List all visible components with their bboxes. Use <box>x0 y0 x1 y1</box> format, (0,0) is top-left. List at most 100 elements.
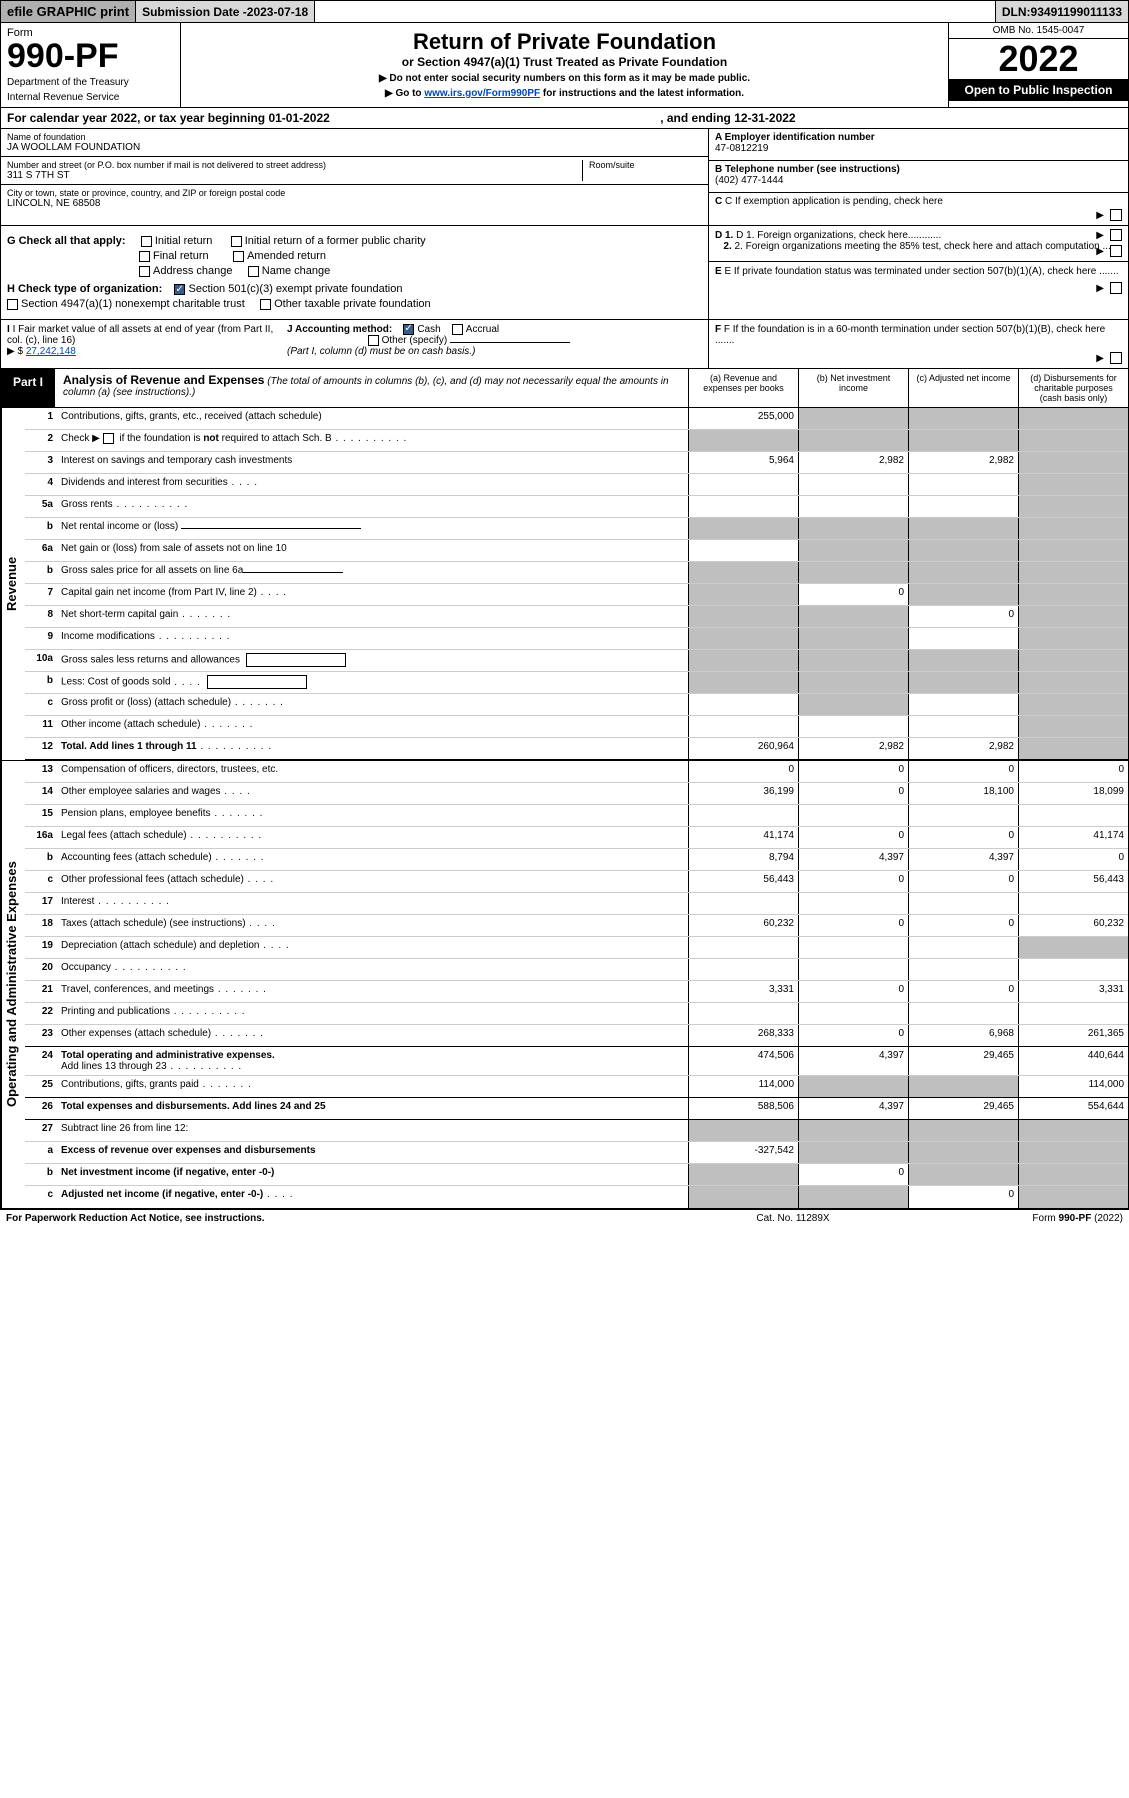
row-num: 19 <box>25 937 57 958</box>
cell-a: 36,199 <box>688 783 798 804</box>
h-other-taxable-checkbox[interactable] <box>260 299 271 310</box>
row-num: 12 <box>25 738 57 759</box>
row-text: Travel, conferences, and meetings <box>57 981 688 1002</box>
dln-value: 93491199011133 <box>1031 5 1122 19</box>
g-address-change-checkbox[interactable] <box>139 266 150 277</box>
g-initial-return-checkbox[interactable] <box>141 236 152 247</box>
cell-d: 56,443 <box>1018 871 1128 892</box>
row-13: 13Compensation of officers, directors, t… <box>25 761 1128 783</box>
row-num: 21 <box>25 981 57 1002</box>
cell-b: 0 <box>798 827 908 848</box>
e-checkbox[interactable] <box>1110 282 1122 294</box>
submission-date-label: Submission Date - <box>142 5 247 19</box>
d2-checkbox[interactable] <box>1110 245 1122 257</box>
row-text: Contributions, gifts, grants, etc., rece… <box>57 408 688 429</box>
cell-d <box>1018 937 1128 958</box>
row-22: 22Printing and publications <box>25 1003 1128 1025</box>
cell-d <box>1018 562 1128 583</box>
cell-a <box>688 628 798 649</box>
schB-checkbox[interactable] <box>103 433 114 444</box>
g-final-return-checkbox[interactable] <box>139 251 150 262</box>
j-cash-checkbox[interactable] <box>403 324 414 335</box>
row-num: 22 <box>25 1003 57 1024</box>
arrow-icon: ▶ <box>1096 246 1104 257</box>
row-num: 13 <box>25 761 57 782</box>
row-num: c <box>25 871 57 892</box>
cell-b: 4,397 <box>798 1047 908 1075</box>
part1-header: Part I Analysis of Revenue and Expenses … <box>0 369 1129 408</box>
d1-checkbox[interactable] <box>1110 229 1122 241</box>
exemption-checkbox[interactable] <box>1110 209 1122 221</box>
cell-d: 18,099 <box>1018 783 1128 804</box>
row-6b: bGross sales price for all assets on lin… <box>25 562 1128 584</box>
row-num: 15 <box>25 805 57 826</box>
city-row: City or town, state or province, country… <box>1 185 708 212</box>
row-text: Legal fees (attach schedule) <box>57 827 688 848</box>
h-4947-checkbox[interactable] <box>7 299 18 310</box>
j-other-checkbox[interactable] <box>368 335 379 346</box>
cell-c: 6,968 <box>908 1025 1018 1046</box>
cell-a: 260,964 <box>688 738 798 759</box>
cell-b: 2,982 <box>798 738 908 759</box>
g-amended-checkbox[interactable] <box>233 251 244 262</box>
g-name-change-checkbox[interactable] <box>248 266 259 277</box>
row-num: a <box>25 1142 57 1163</box>
h-501c3-checkbox[interactable] <box>174 284 185 295</box>
note2-pre: ▶ Go to <box>385 88 424 99</box>
row-27c: cAdjusted net income (if negative, enter… <box>25 1186 1128 1208</box>
h-opt-2: Section 4947(a)(1) nonexempt charitable … <box>21 298 245 310</box>
cell-d <box>1018 1120 1128 1141</box>
cell-c <box>908 496 1018 517</box>
revenue-section: Revenue 1Contributions, gifts, grants, e… <box>0 408 1129 761</box>
row-18: 18Taxes (attach schedule) (see instructi… <box>25 915 1128 937</box>
revenue-tab: Revenue <box>1 408 25 760</box>
exemption-row: C C If exemption application is pending,… <box>709 193 1128 225</box>
row-text: Total operating and administrative expen… <box>57 1047 688 1075</box>
row-num: b <box>25 562 57 583</box>
cell-b: 0 <box>798 783 908 804</box>
form-header: Form 990-PF Department of the Treasury I… <box>0 23 1129 108</box>
address-value: 311 S 7TH ST <box>7 170 582 181</box>
row-26: 26Total expenses and disbursements. Add … <box>25 1098 1128 1120</box>
cell-a <box>688 1186 798 1208</box>
opex-section: Operating and Administrative Expenses 13… <box>0 761 1129 1209</box>
cell-d: 3,331 <box>1018 981 1128 1002</box>
row-text: Compensation of officers, directors, tru… <box>57 761 688 782</box>
efile-label: efile GRAPHIC print <box>1 1 135 22</box>
header-left: Form 990-PF Department of the Treasury I… <box>1 23 181 107</box>
row-text: Excess of revenue over expenses and disb… <box>57 1142 688 1163</box>
row-text: Printing and publications <box>57 1003 688 1024</box>
g-row-2: Final return Amended return <box>7 250 702 262</box>
form990pf-link[interactable]: www.irs.gov/Form990PF <box>424 88 540 99</box>
cell-b <box>798 716 908 737</box>
cell-a: 56,443 <box>688 871 798 892</box>
cell-b <box>798 430 908 451</box>
cell-b: 2,982 <box>798 452 908 473</box>
f-checkbox[interactable] <box>1110 352 1122 364</box>
cell-d <box>1018 893 1128 914</box>
cell-a: 268,333 <box>688 1025 798 1046</box>
row-7: 7Capital gain net income (from Part IV, … <box>25 584 1128 606</box>
checks-right: D 1. D 1. Foreign organizations, check h… <box>708 226 1128 319</box>
row-text: Income modifications <box>57 628 688 649</box>
calyear-end: , and ending 12-31-2022 <box>660 111 795 125</box>
cell-c <box>908 1076 1018 1097</box>
fmv-value-link[interactable]: 27,242,148 <box>26 346 76 357</box>
row-10b: bLess: Cost of goods sold <box>25 672 1128 694</box>
g-initial-former-checkbox[interactable] <box>231 236 242 247</box>
j-note: (Part I, column (d) must be on cash basi… <box>287 346 475 357</box>
identity-block: Name of foundation JA WOOLLAM FOUNDATION… <box>0 129 1129 226</box>
j-accrual-checkbox[interactable] <box>452 324 463 335</box>
cell-c <box>908 1003 1018 1024</box>
cell-a <box>688 1164 798 1185</box>
col-a-header: (a) Revenue and expenses per books <box>688 369 798 407</box>
row-text: Accounting fees (attach schedule) <box>57 849 688 870</box>
cell-d <box>1018 606 1128 627</box>
row-num: 18 <box>25 915 57 936</box>
row-num: c <box>25 1186 57 1208</box>
cell-d <box>1018 452 1128 473</box>
cell-c <box>908 430 1018 451</box>
j-cash: Cash <box>417 324 440 335</box>
row-num: 26 <box>25 1098 57 1119</box>
row-11: 11Other income (attach schedule) <box>25 716 1128 738</box>
